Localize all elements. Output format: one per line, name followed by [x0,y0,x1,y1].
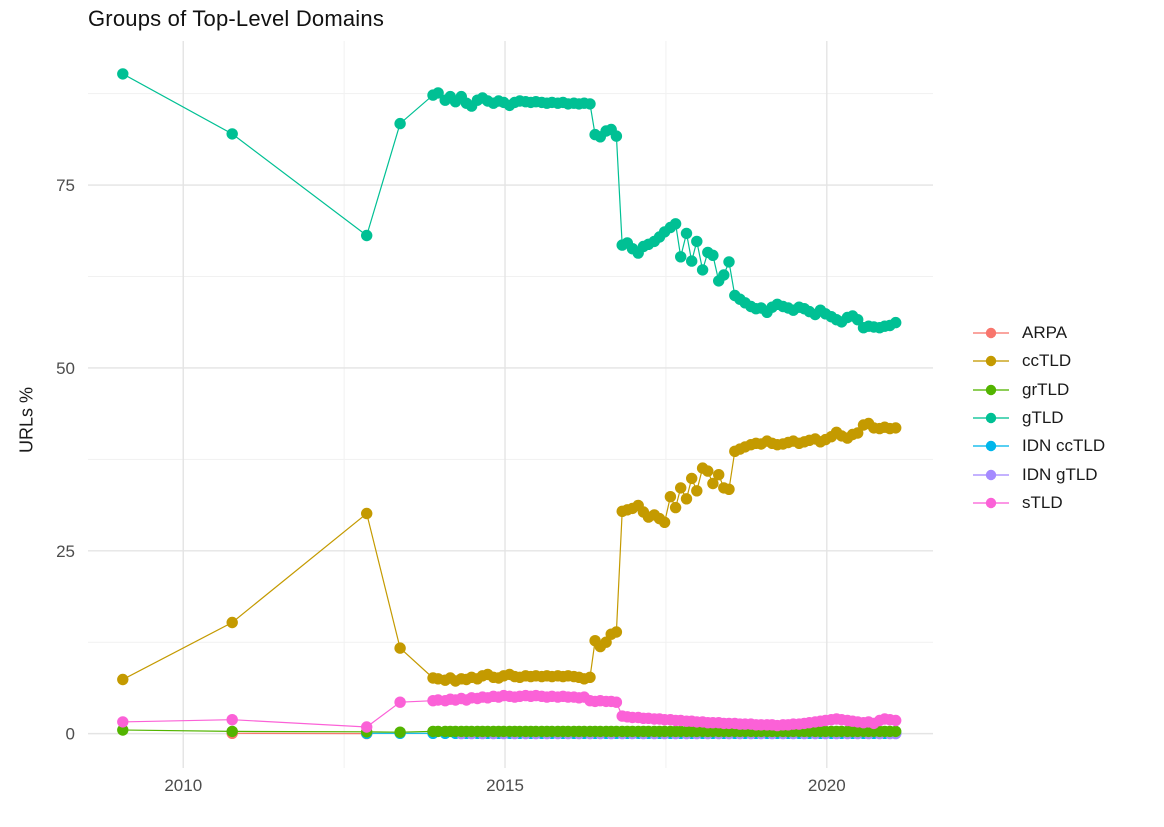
legend-item-stld: sTLD [972,489,1105,517]
gridlines-minor [88,41,933,768]
series-stld [117,689,902,733]
series-line-gtld [122,73,896,329]
series-cctld [117,417,902,687]
legend-label: ARPA [1022,323,1068,343]
legend-item-idn-cctld: IDN ccTLD [972,432,1105,460]
gridlines-major [88,41,933,768]
legend-marker-gtld-icon [973,412,1009,424]
legend-label: IDN gTLD [1022,464,1098,484]
y-axis-tick-labels: 0 25 50 75 [56,176,75,744]
legend-marker-arpa-icon [973,327,1009,339]
series-gtld [117,68,902,334]
legend-label: grTLD [1022,379,1070,399]
legend-marker-idn-gtld-icon [973,469,1009,480]
x-axis-tick-labels: 2010 2015 2020 [164,776,845,795]
legend: ARPA ccTLD grTLD gTLD IDN ccTLD IDN gTLD sTLD [972,319,1105,517]
x-tick-label: 2010 [164,776,202,795]
legend-item-gtld: gTLD [972,404,1105,432]
y-tick-label: 25 [56,542,75,561]
y-tick-label: 75 [56,176,75,195]
legend-item-cctld: ccTLD [972,347,1105,375]
chart-title: Groups of Top-Level Domains [88,6,385,31]
x-tick-label: 2020 [808,776,846,795]
legend-marker-grtld-icon [973,384,1009,395]
legend-item-arpa: ARPA [972,319,1105,347]
y-tick-label: 0 [66,725,75,744]
series-arpa [226,727,373,740]
legend-marker-cctld-icon [973,356,1009,367]
legend-item-grtld: grTLD [972,376,1105,404]
legend-label: sTLD [1022,492,1063,512]
legend-label: ccTLD [1022,351,1072,371]
legend-item-idn-gtld: IDN gTLD [972,460,1105,488]
legend-marker-stld-icon [973,497,1009,509]
x-tick-label: 2015 [486,776,524,795]
series-grtld [117,724,902,738]
legend-marker-idn-cctld-icon [973,441,1009,452]
legend-label: IDN ccTLD [1022,436,1106,456]
legend-label: gTLD [1022,408,1064,428]
y-tick-label: 50 [56,359,75,378]
